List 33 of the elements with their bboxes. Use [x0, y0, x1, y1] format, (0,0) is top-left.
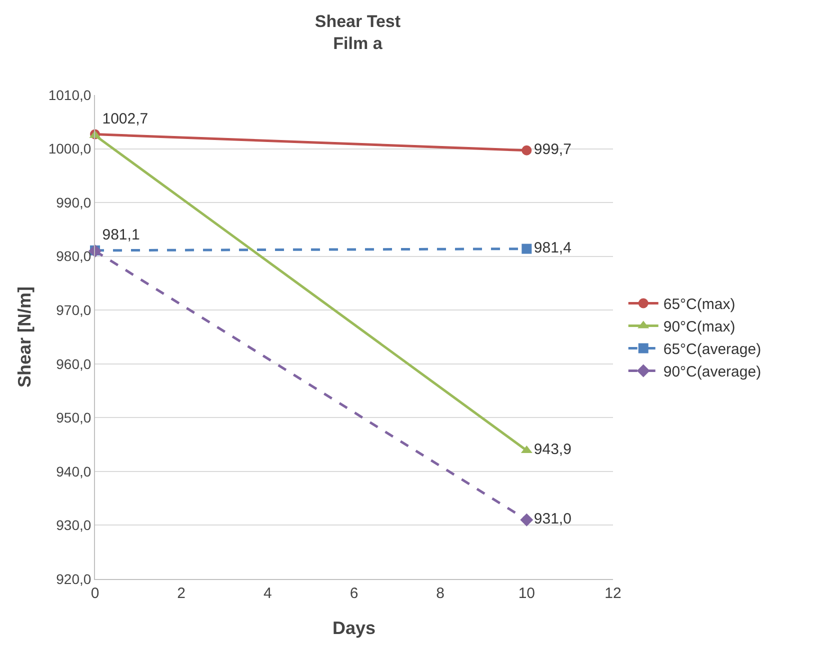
x-tick-label: 0: [90, 585, 100, 602]
point: [520, 513, 534, 526]
y-tick-label: 1010,0: [48, 86, 92, 103]
chart-title: Shear Test Film a: [314, 12, 401, 53]
data-label: 981,4: [534, 240, 572, 257]
x-tick-label: 12: [604, 585, 622, 602]
legend-label: 65°C(average): [663, 341, 762, 358]
y-tick-label: 930,0: [56, 517, 92, 534]
legend-label: 90°C(average): [663, 364, 762, 381]
x-axis-title: Days: [332, 618, 376, 638]
y-tick-label: 1000,0: [48, 140, 92, 157]
data-label: 1002,7: [102, 110, 148, 128]
x-tick-label: 2: [177, 585, 186, 602]
point: [522, 244, 532, 254]
y-tick-label: 970,0: [56, 302, 92, 318]
point: [522, 145, 532, 156]
x-tick-label: 4: [264, 585, 272, 602]
data-label: 931,0: [534, 510, 572, 528]
data-label: 999,7: [534, 141, 572, 158]
y-tick-label: 960,0: [56, 356, 92, 372]
y-tick-label: 940,0: [56, 463, 92, 480]
data-label: 943,9: [534, 441, 572, 458]
y-axis-title: Shear [N/m]: [14, 286, 35, 388]
x-tick-label: 6: [350, 585, 358, 602]
data-label: 981,1: [102, 226, 140, 244]
x-tick-label: 8: [436, 585, 444, 602]
y-tick-label: 920,0: [56, 570, 92, 587]
y-tick-label: 980,0: [56, 248, 92, 264]
legend-label: 65°C(max): [663, 296, 736, 314]
y-tick-label: 950,0: [56, 410, 92, 426]
x-tick-label: 10: [518, 585, 536, 602]
y-tick-label: 990,0: [56, 194, 92, 210]
legend-label: 90°C(max): [663, 318, 736, 336]
